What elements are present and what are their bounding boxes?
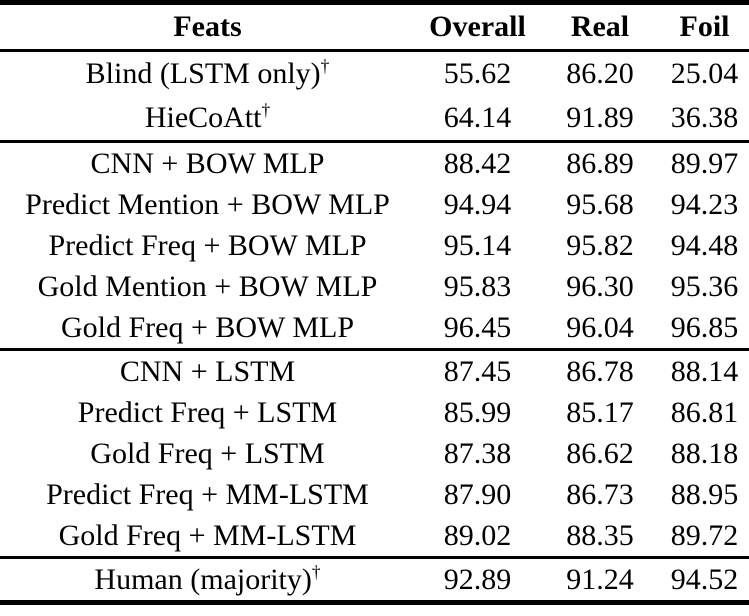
column-header-overall: Overall	[415, 5, 540, 52]
table-row: Predict Mention + BOW MLP 94.94 95.68 94…	[0, 184, 749, 225]
feats-label: Gold Freq + LSTM	[90, 436, 325, 470]
group-lstm: CNN + LSTM 87.45 86.78 88.14 Predict Fre…	[0, 348, 749, 558]
table-row: Predict Freq + LSTM 85.99 85.17 86.81	[0, 392, 749, 433]
foil-cell: 88.14	[660, 348, 749, 392]
feats-label: Gold Freq + BOW MLP	[60, 310, 355, 344]
real-cell: 95.82	[566, 228, 634, 262]
foil-cell: 94.52	[660, 556, 749, 600]
table-row: Blind (LSTM only)† 55.62 86.20 25.04	[0, 51, 749, 97]
real-cell: 85.17	[566, 395, 634, 429]
foil-cell: 88.18	[670, 436, 739, 470]
real-cell: 95.68	[566, 187, 634, 221]
column-header-foil: Foil	[660, 5, 749, 52]
feats-label: CNN + BOW MLP	[90, 146, 325, 180]
foil-cell: 25.04	[670, 57, 739, 90]
feats-cell: Predict Freq + BOW MLP	[0, 225, 415, 266]
feats-label: Predict Mention + BOW MLP	[25, 187, 390, 221]
dagger-mark: †	[261, 100, 271, 120]
overall-cell: 96.45	[443, 310, 512, 344]
table-row: Predict Freq + BOW MLP 95.14 95.82 94.48	[0, 225, 749, 266]
table-row: HieCoAtt† 64.14 91.89 36.38	[0, 96, 749, 142]
bottom-rule	[0, 600, 749, 605]
foil-cell: 89.72	[670, 518, 739, 552]
dagger-mark: †	[320, 56, 330, 76]
feats-cell: CNN + BOW MLP	[0, 140, 415, 184]
table-row: CNN + BOW MLP 88.42 86.89 89.97	[0, 140, 749, 184]
feats-cell: HieCoAtt†	[0, 96, 415, 142]
real-cell: 88.35	[566, 518, 634, 552]
feats-cell: Predict Freq + MM-LSTM	[0, 474, 415, 515]
overall-cell: 55.62	[443, 57, 512, 90]
feats-cell: Gold Mention + BOW MLP	[0, 266, 415, 307]
table-header: Feats Overall Real Foil	[0, 5, 749, 52]
table-row: Gold Freq + MM-LSTM 89.02 88.35 89.72	[0, 515, 749, 558]
overall-cell: 64.14	[443, 101, 512, 134]
group-baselines: Blind (LSTM only)† 55.62 86.20 25.04 Hie…	[0, 51, 749, 142]
foil-cell: 89.97	[660, 140, 749, 184]
table-row: Gold Freq + BOW MLP 96.45 96.04 96.85	[0, 307, 749, 350]
feats-label: Predict Freq + LSTM	[77, 395, 338, 429]
table-row: Gold Mention + BOW MLP 95.83 96.30 95.36	[0, 266, 749, 307]
feats-cell: Gold Freq + MM-LSTM	[0, 515, 415, 558]
results-table: Feats Overall Real Foil Blind (LSTM only…	[0, 5, 749, 600]
real-cell: 86.73	[566, 477, 634, 511]
feats-cell: Predict Freq + LSTM	[0, 392, 415, 433]
foil-cell: 94.48	[670, 228, 739, 262]
feats-cell: Blind (LSTM only)†	[0, 51, 415, 97]
overall-cell: 87.90	[443, 477, 512, 511]
overall-cell: 94.94	[443, 187, 512, 221]
feats-label: Predict Freq + BOW MLP	[48, 228, 367, 262]
foil-cell: 94.23	[670, 187, 739, 221]
feats-cell: CNN + LSTM	[0, 348, 415, 392]
foil-cell: 88.95	[670, 477, 739, 511]
feats-cell: Predict Mention + BOW MLP	[0, 184, 415, 225]
real-cell: 91.24	[540, 556, 660, 600]
overall-cell: 88.42	[415, 140, 540, 184]
feats-label: Human (majority)	[94, 562, 312, 596]
feats-cell: Gold Freq + BOW MLP	[0, 307, 415, 350]
overall-cell: 85.99	[443, 395, 512, 429]
real-cell: 96.04	[566, 310, 634, 344]
table-row: Predict Freq + MM-LSTM 87.90 86.73 88.95	[0, 474, 749, 515]
real-cell: 86.89	[540, 140, 660, 184]
table-row: Human (majority)† 92.89 91.24 94.52	[0, 556, 749, 600]
overall-cell: 87.45	[415, 348, 540, 392]
table-row: Gold Freq + LSTM 87.38 86.62 88.18	[0, 433, 749, 474]
feats-cell: Human (majority)†	[0, 556, 415, 600]
foil-cell: 36.38	[670, 101, 739, 134]
real-cell: 86.78	[540, 348, 660, 392]
header-row: Feats Overall Real Foil	[0, 5, 749, 52]
foil-cell: 96.85	[670, 310, 739, 344]
feats-cell: Gold Freq + LSTM	[0, 433, 415, 474]
foil-cell: 95.36	[670, 269, 739, 303]
group-human: Human (majority)† 92.89 91.24 94.52	[0, 556, 749, 600]
column-header-feats: Feats	[0, 5, 415, 52]
table-row: CNN + LSTM 87.45 86.78 88.14	[0, 348, 749, 392]
feats-label: Predict Freq + MM-LSTM	[46, 477, 369, 511]
overall-cell: 95.14	[443, 228, 512, 262]
feats-label: Blind (LSTM only)	[85, 57, 321, 90]
feats-label: Gold Mention + BOW MLP	[37, 269, 378, 303]
feats-label: CNN + LSTM	[119, 354, 296, 388]
overall-cell: 87.38	[443, 436, 512, 470]
foil-cell: 86.81	[670, 395, 739, 429]
column-header-real: Real	[540, 5, 660, 52]
overall-cell: 89.02	[443, 518, 512, 552]
real-cell: 86.62	[566, 436, 634, 470]
dagger-mark: †	[311, 561, 321, 582]
real-cell: 96.30	[566, 269, 634, 303]
real-cell: 86.20	[566, 57, 634, 90]
feats-label: Gold Freq + MM-LSTM	[58, 518, 357, 552]
top-rule	[0, 0, 749, 5]
overall-cell: 95.83	[443, 269, 512, 303]
overall-cell: 92.89	[415, 556, 540, 600]
feats-label: HieCoAtt	[144, 101, 262, 134]
group-bow-mlp: CNN + BOW MLP 88.42 86.89 89.97 Predict …	[0, 140, 749, 350]
real-cell: 91.89	[566, 101, 634, 134]
